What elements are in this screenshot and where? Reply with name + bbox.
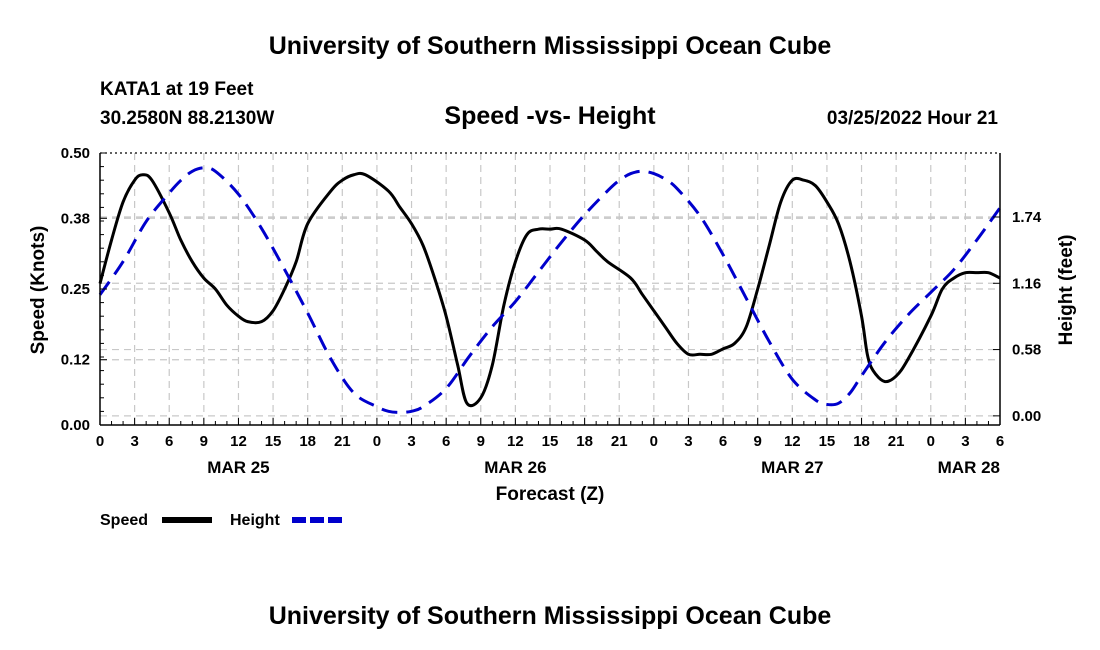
x-tick-label: 3 — [684, 433, 692, 450]
x-tick-label: 3 — [961, 433, 969, 450]
series-group — [98, 166, 1002, 414]
x-tick-label: 6 — [165, 433, 173, 450]
x-tick-label: 0 — [373, 433, 381, 450]
x-tick-label: 3 — [130, 433, 138, 450]
x-tick-label: 6 — [719, 433, 727, 450]
x-tick-label: 9 — [754, 433, 762, 450]
footer-title: University of Southern Mississippi Ocean… — [269, 602, 832, 630]
y-tick-label-left: 0.38 — [61, 210, 90, 227]
x-tick-label: 12 — [507, 433, 524, 450]
x-tick-label: 9 — [200, 433, 208, 450]
chart-subtitle: Speed -vs- Height — [444, 102, 656, 130]
date-label: MAR 28 — [938, 458, 1000, 477]
date-label: MAR 27 — [761, 458, 823, 477]
y-tick-label-right: 0.58 — [1012, 342, 1041, 359]
x-tick-label: 18 — [576, 433, 593, 450]
x-tick-label: 0 — [927, 433, 935, 450]
y-tick-label-right: 0.00 — [1012, 408, 1041, 425]
y-tick-label-right: 1.74 — [1012, 209, 1042, 226]
legend-label-speed: Speed — [100, 512, 148, 529]
coords-label: 30.2580N 88.2130W — [100, 108, 274, 129]
legend-label-height: Height — [230, 512, 280, 529]
x-tick-label: 9 — [477, 433, 485, 450]
x-tick-label: 6 — [996, 433, 1004, 450]
chart-title: University of Southern Mississippi Ocean… — [269, 32, 832, 60]
series-line-height — [98, 166, 1002, 414]
x-tick-label: 21 — [888, 433, 905, 450]
x-tick-label: 15 — [265, 433, 282, 450]
x-tick-label: 15 — [542, 433, 559, 450]
axes: 0 3 6 9 12 15 18 21 0 3 6 9 12 15 18 21 0 3 6 9 12 15 18 21 0 3 6 M… — [61, 145, 1042, 477]
y-axis-label-left: Speed (Knots) — [28, 226, 49, 355]
y-tick-label-left: 0.12 — [61, 352, 90, 369]
x-tick-label: 3 — [407, 433, 415, 450]
x-tick-label: 0 — [650, 433, 658, 450]
y-tick-label-left: 0.00 — [61, 417, 90, 434]
legend: Speed Height — [100, 512, 342, 529]
date-label: MAR 25 — [207, 458, 269, 477]
y-axis-label-right: Height (feet) — [1056, 235, 1077, 346]
x-tick-label: 0 — [96, 433, 104, 450]
x-tick-label: 6 — [442, 433, 450, 450]
date-label: MAR 26 — [484, 458, 546, 477]
x-tick-label: 21 — [334, 433, 351, 450]
y-tick-label-left: 0.50 — [61, 145, 90, 162]
y-tick-label-left: 0.25 — [61, 281, 90, 298]
x-tick-label: 12 — [784, 433, 801, 450]
forecast-datetime: 03/25/2022 Hour 21 — [827, 108, 999, 129]
station-label: KATA1 at 19 Feet — [100, 79, 254, 100]
x-tick-label: 12 — [230, 433, 247, 450]
x-tick-label: 18 — [853, 433, 870, 450]
x-tick-label: 18 — [299, 433, 316, 450]
series-line-speed — [98, 171, 1001, 408]
x-axis-label: Forecast (Z) — [496, 484, 605, 505]
grid — [100, 152, 1000, 425]
x-tick-label: 21 — [611, 433, 628, 450]
y-tick-label-right: 1.16 — [1012, 275, 1041, 292]
x-tick-label: 15 — [819, 433, 836, 450]
